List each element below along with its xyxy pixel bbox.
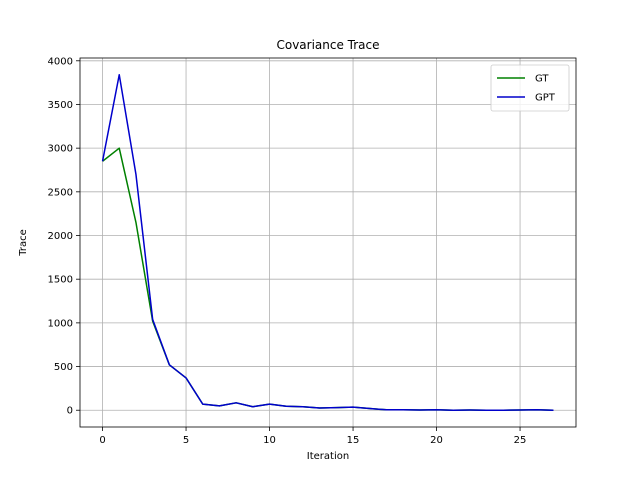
x-tick-label: 15 <box>347 435 360 446</box>
legend: GT GPT <box>490 64 570 112</box>
x-axis: 0 5 10 15 20 25 <box>99 427 526 446</box>
legend-label: GPT <box>535 93 556 104</box>
x-tick-label: 0 <box>99 435 105 446</box>
legend-label: GT <box>535 74 549 85</box>
y-tick-label: 3500 <box>48 100 73 111</box>
y-tick-label: 1500 <box>48 275 73 286</box>
y-tick-label: 4000 <box>48 56 73 67</box>
x-tick-label: 20 <box>430 435 443 446</box>
chart-title: Covariance Trace <box>276 38 379 52</box>
plot-frame <box>79 57 577 428</box>
y-tick-label: 3000 <box>48 144 73 155</box>
y-tick-label: 0 <box>67 406 73 417</box>
y-tick-label: 500 <box>54 362 73 373</box>
x-tick-label: 10 <box>263 435 276 446</box>
y-axis: 0 500 1000 1500 2000 2500 3000 3500 4000 <box>48 56 80 417</box>
y-axis-label: Trace <box>18 229 29 257</box>
y-tick-label: 2500 <box>48 187 73 198</box>
x-tick-label: 25 <box>514 435 527 446</box>
grid <box>80 58 576 427</box>
legend-box <box>490 64 570 112</box>
series-layer <box>101 74 554 411</box>
y-tick-label: 1000 <box>48 318 73 329</box>
x-tick-label: 5 <box>183 435 189 446</box>
series-line-gpt <box>101 74 554 411</box>
y-tick-label: 2000 <box>48 231 73 242</box>
x-axis-label: Iteration <box>307 451 349 462</box>
